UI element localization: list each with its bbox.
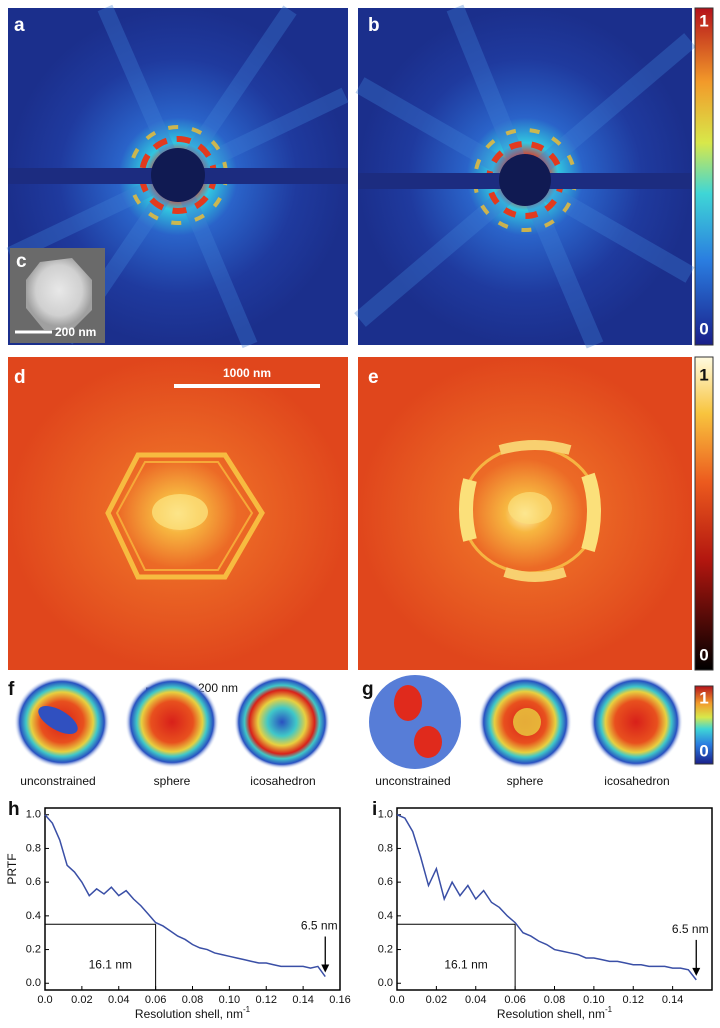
reconstruction-label: unconstrained [375, 774, 450, 788]
annotation: 16.1 nm [89, 957, 132, 971]
colorbar-max: 1 [699, 11, 708, 30]
colorbar [695, 357, 713, 670]
x-tick-label: 0.0 [389, 994, 404, 1006]
panel-label: i [372, 799, 377, 820]
colorbar-min: 0 [699, 741, 708, 760]
panel-label: d [14, 367, 26, 388]
line-series [397, 815, 696, 980]
x-axis-label: Resolution shell, nm-1 [135, 1005, 251, 1021]
x-axis-label: Resolution shell, nm-1 [497, 1005, 613, 1021]
reconstruction-label: icosahedron [604, 774, 669, 788]
panel-label: e [368, 367, 379, 388]
y-tick-label: 0.8 [26, 842, 41, 854]
x-tick-label: 0.08 [182, 994, 203, 1006]
y-tick-label: 0.4 [26, 910, 41, 922]
page: {"panel_labels": {"a": "a", "b": "b", "c… [0, 0, 720, 1028]
x-axis-label-sup: -1 [605, 1005, 613, 1014]
y-axis-label: PRTF [5, 853, 19, 884]
annotation: 16.1 nm [444, 957, 487, 971]
annotation: 6.5 nm [672, 922, 709, 936]
y-tick-label: 0.0 [378, 977, 393, 989]
reconstruction-blobs [14, 675, 330, 769]
y-tick-label: 0.4 [378, 910, 393, 922]
x-axis-label-text: Resolution shell, nm [497, 1007, 605, 1021]
reconstruction-image [8, 357, 348, 670]
colorbar-max: 1 [699, 688, 708, 707]
panel-label: h [8, 799, 20, 820]
colorbar-min: 0 [699, 319, 708, 338]
x-tick-label: 0.12 [623, 994, 644, 1006]
reconstruction-blobs [369, 675, 683, 769]
y-tick-label: 0.8 [378, 842, 393, 854]
colorbar-max: 1 [699, 365, 708, 384]
panel-label: b [368, 15, 380, 36]
y-tick-label: 0.2 [378, 943, 393, 955]
panel-label: f [8, 679, 15, 700]
reconstruction-label: sphere [507, 774, 544, 788]
reconstruction-label: sphere [154, 774, 191, 788]
x-tick-label: 0.06 [145, 994, 166, 1006]
panel-label: g [362, 679, 374, 700]
x-tick-label: 0.10 [219, 994, 240, 1006]
reconstruction-label: icosahedron [250, 774, 315, 788]
annotation: 6.5 nm [301, 919, 338, 933]
y-tick-label: 1.0 [378, 809, 393, 821]
reconstruction-label: unconstrained [20, 774, 95, 788]
y-tick-label: 1.0 [26, 809, 41, 821]
annotation-arrowhead [692, 968, 700, 976]
scale-bar-label: 200 nm [55, 325, 96, 339]
diffraction-image [358, 8, 692, 345]
x-tick-label: 0.14 [662, 994, 683, 1006]
y-tick-label: 0.0 [26, 977, 41, 989]
line-series [45, 815, 325, 977]
colorbar [695, 8, 713, 345]
x-tick-label: 0.08 [544, 994, 565, 1006]
x-axis-label-sup: -1 [243, 1005, 251, 1014]
x-tick-label: 0.04 [108, 994, 129, 1006]
annotation-arrowhead [321, 965, 329, 973]
reconstruction-image [358, 357, 692, 670]
panel-label: c [16, 251, 27, 272]
x-tick-label: 0.02 [426, 994, 447, 1006]
y-tick-label: 0.6 [26, 876, 41, 888]
x-tick-label: 0.02 [71, 994, 92, 1006]
x-tick-label: 0.04 [465, 994, 486, 1006]
x-tick-label: 0.12 [256, 994, 277, 1006]
x-tick-label: 0.0 [37, 994, 52, 1006]
panel-label: a [14, 15, 25, 36]
scale-bar-label: 1000 nm [223, 366, 271, 380]
x-tick-label: 0.06 [504, 994, 525, 1006]
body: a c 200 nm b 1 0 d 1000 nm e 1 0 f 200 n… [0, 0, 720, 1028]
x-axis-label-text: Resolution shell, nm [135, 1007, 243, 1021]
x-tick-label: 0.14 [292, 994, 313, 1006]
colorbar-min: 0 [699, 645, 708, 664]
y-tick-label: 0.2 [26, 943, 41, 955]
x-tick-label: 0.16 [329, 994, 350, 1006]
figure: a c 200 nm b 1 0 d 1000 nm e 1 0 f 200 n… [0, 0, 720, 1028]
x-tick-label: 0.10 [583, 994, 604, 1006]
y-tick-label: 0.6 [378, 876, 393, 888]
